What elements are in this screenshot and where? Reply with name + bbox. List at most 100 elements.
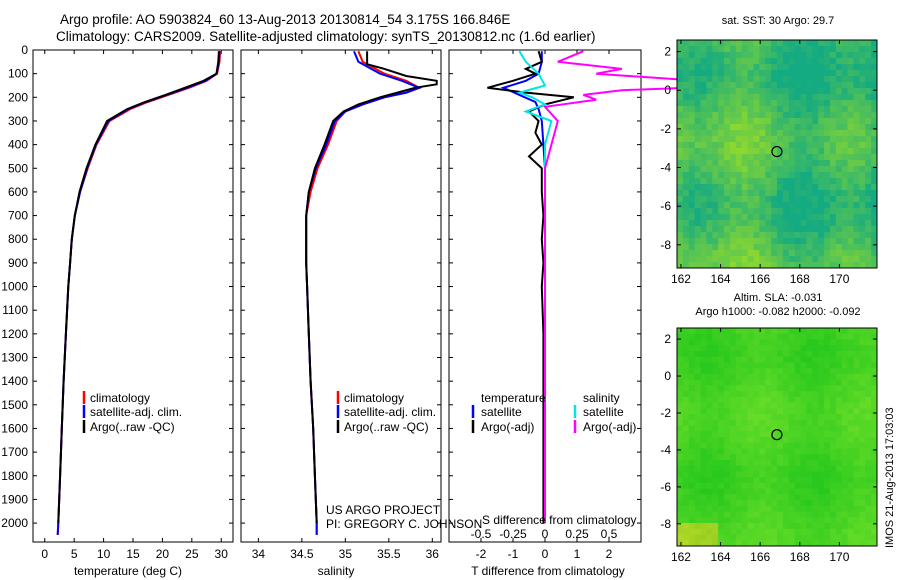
heatmap-cell bbox=[806, 196, 813, 203]
heatmap-cell bbox=[759, 238, 766, 245]
heatmap-cell bbox=[853, 244, 860, 251]
heatmap-cell bbox=[694, 425, 702, 432]
heatmap-cell bbox=[782, 58, 790, 65]
heatmap-cell bbox=[694, 190, 702, 197]
depth-tick-label: 200 bbox=[8, 90, 28, 104]
heatmap-cell bbox=[841, 391, 849, 398]
heatmap-cell bbox=[865, 488, 872, 495]
heatmap-cell bbox=[812, 517, 819, 524]
heatmap-cell bbox=[847, 494, 854, 501]
heatmap-cell bbox=[859, 368, 866, 375]
heatmap-cell bbox=[806, 396, 813, 404]
heatmap-cell bbox=[765, 339, 772, 346]
heatmap-cell bbox=[788, 118, 796, 125]
heatmap-cell bbox=[835, 454, 843, 461]
heatmap-cell bbox=[794, 70, 802, 77]
heatmap-cell bbox=[677, 136, 684, 143]
heatmap-cell bbox=[800, 130, 807, 137]
heatmap-cell bbox=[765, 465, 772, 472]
heatmap-cell bbox=[824, 391, 831, 398]
heatmap-cell bbox=[835, 190, 843, 197]
heatmap-cell bbox=[800, 76, 807, 83]
heatmap-cell bbox=[841, 339, 849, 346]
heatmap-cell bbox=[735, 226, 743, 233]
heatmap-cell bbox=[706, 148, 713, 155]
heatmap-cell bbox=[835, 482, 843, 490]
heatmap-cell bbox=[747, 425, 754, 432]
heatmap-cell bbox=[835, 414, 843, 421]
heatmap-cell bbox=[788, 52, 796, 59]
heatmap-cell bbox=[765, 202, 772, 209]
heatmap-cell bbox=[724, 396, 731, 404]
depth-tick-label: 600 bbox=[8, 185, 28, 199]
heatmap-cell bbox=[694, 184, 702, 191]
heatmap-cell bbox=[694, 160, 702, 167]
heatmap-cell bbox=[829, 414, 837, 421]
heatmap-cell bbox=[682, 534, 690, 541]
heatmap-cell bbox=[847, 226, 854, 233]
heatmap-cell bbox=[871, 214, 878, 221]
heatmap-cell bbox=[735, 106, 743, 113]
heatmap-cell bbox=[835, 356, 843, 363]
heatmap-cell bbox=[853, 540, 860, 547]
heatmap-cell bbox=[724, 94, 731, 101]
heatmap-cell bbox=[718, 373, 725, 381]
heatmap-cell bbox=[735, 385, 743, 392]
heatmap-cell bbox=[759, 118, 766, 125]
heatmap-cell bbox=[753, 362, 760, 369]
heatmap-cell bbox=[694, 214, 702, 221]
heatmap-cell bbox=[853, 196, 860, 203]
heatmap-cell bbox=[806, 112, 813, 119]
heatmap-cell bbox=[747, 238, 754, 245]
heatmap-cell bbox=[847, 154, 854, 161]
heatmap-cell bbox=[865, 448, 872, 455]
heatmap-cell bbox=[724, 88, 731, 95]
heatmap-cell bbox=[694, 373, 702, 381]
heatmap-cell bbox=[724, 345, 731, 352]
heatmap-cell bbox=[765, 419, 772, 427]
heatmap-cell bbox=[782, 517, 790, 524]
heatmap-cell bbox=[800, 448, 807, 455]
heatmap-cell bbox=[682, 166, 690, 173]
depth-tick-label: 1100 bbox=[2, 303, 28, 317]
heatmap-cell bbox=[800, 52, 807, 59]
heatmap-cell bbox=[794, 142, 802, 149]
heatmap-cell bbox=[712, 238, 719, 245]
difference-xlabel-top: S difference from climatology bbox=[482, 513, 637, 527]
heatmap-cell bbox=[694, 482, 702, 490]
heatmap-cell bbox=[771, 76, 778, 83]
heatmap-cell bbox=[829, 208, 837, 215]
heatmap-cell bbox=[735, 379, 743, 386]
heatmap-cell bbox=[747, 345, 754, 352]
heatmap-cell bbox=[682, 196, 690, 203]
heatmap-cell bbox=[729, 494, 737, 501]
heatmap-cell bbox=[677, 402, 684, 409]
heatmap-cell bbox=[782, 402, 790, 409]
heatmap-cell bbox=[718, 379, 725, 386]
heatmap-cell bbox=[765, 500, 772, 507]
heatmap-cell bbox=[735, 517, 743, 524]
heatmap-cell bbox=[677, 396, 684, 404]
heatmap-cell bbox=[753, 82, 760, 89]
heatmap-cell bbox=[729, 232, 737, 239]
heatmap-cell bbox=[729, 46, 737, 53]
heatmap-cell bbox=[700, 184, 707, 191]
heatmap-cell bbox=[688, 328, 696, 335]
heatmap-cell bbox=[871, 160, 878, 167]
heatmap-cell bbox=[847, 46, 854, 53]
heatmap-cell bbox=[759, 339, 766, 346]
heatmap-cell bbox=[818, 511, 825, 518]
heatmap-cell bbox=[688, 494, 696, 501]
heatmap-cell bbox=[677, 442, 684, 449]
heatmap-cell bbox=[771, 220, 778, 227]
heatmap-cell bbox=[871, 379, 878, 386]
heatmap-cell bbox=[806, 373, 813, 381]
heatmap-cell bbox=[865, 402, 872, 409]
heatmap-cell bbox=[765, 431, 772, 438]
heatmap-cell bbox=[694, 345, 702, 352]
heatmap-cell bbox=[794, 130, 802, 137]
heatmap-cell bbox=[788, 408, 796, 415]
heatmap-cell bbox=[682, 482, 690, 490]
heatmap-cell bbox=[853, 459, 860, 467]
heatmap-cell bbox=[682, 328, 690, 335]
